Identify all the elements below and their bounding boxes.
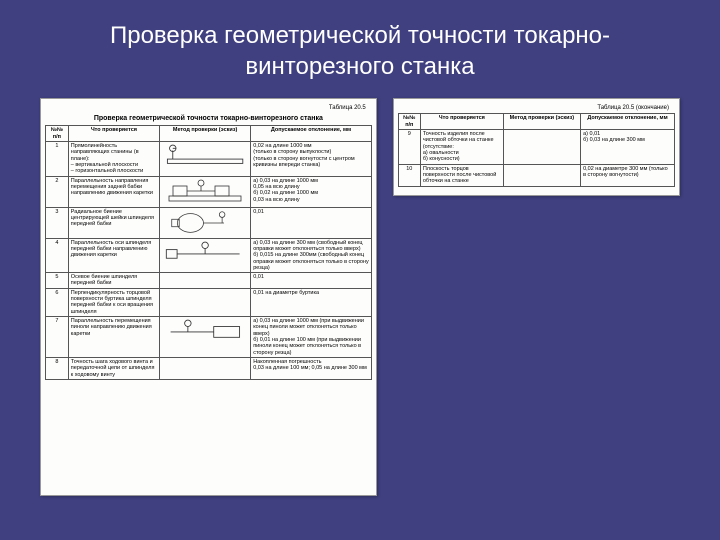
- cell-n: 5: [46, 273, 69, 289]
- cell-tolerance: 0,01: [251, 207, 372, 238]
- table-header-row: №№ п/п Что проверяется Метод проверки (э…: [46, 126, 372, 142]
- cell-n: 8: [46, 357, 69, 379]
- rail-diagram-icon: [162, 143, 248, 171]
- cell-tolerance: 0,01: [251, 273, 372, 289]
- table-row: 7Параллельность перемещения пиноли напра…: [46, 317, 372, 358]
- cell-check: Точность шага ходового винта и передаточ…: [68, 357, 159, 379]
- right-table: №№ п/п Что проверяется Метод проверки (э…: [398, 113, 675, 186]
- header-n: №№ п/п: [398, 114, 420, 130]
- right-caption: Таблица 20.5 (окончание): [398, 103, 675, 113]
- left-caption: Таблица 20.5: [45, 103, 372, 113]
- table-row: 5Осевое биение шпинделя передней бабки 0,…: [46, 273, 372, 289]
- left-table-title: Проверка геометрической точности токарно…: [45, 113, 372, 125]
- cell-check: Радиальное биение центрирующей шейки шпи…: [68, 207, 159, 238]
- table-row: 4Параллельность оси шпинделя передней ба…: [46, 238, 372, 273]
- cell-n: 4: [46, 238, 69, 273]
- cell-method: [160, 176, 251, 207]
- header-tol: Допускаемое отклонение, мм: [581, 114, 675, 130]
- cell-n: 3: [46, 207, 69, 238]
- cell-tolerance: Накопленная погрешность 0,03 на длине 10…: [251, 357, 372, 379]
- cell-check: Параллельность перемещения пиноли направ…: [68, 317, 159, 358]
- cell-check: Осевое биение шпинделя передней бабки: [68, 273, 159, 289]
- table-row: 2Параллельность направления перемещения …: [46, 176, 372, 207]
- cell-check: Перпендикулярность торцовой поверхности …: [68, 288, 159, 316]
- cell-tolerance: 0,02 на диаметре 300 мм (только в сторон…: [581, 164, 675, 186]
- cell-method: [160, 317, 251, 358]
- cell-tolerance: 0,02 на длине 1000 мм (только в сторону …: [251, 142, 372, 177]
- left-page: Таблица 20.5 Проверка геометрической точ…: [40, 98, 377, 496]
- left-table: №№ п/п Что проверяется Метод проверки (э…: [45, 125, 372, 379]
- mandrel-diagram-icon: [162, 240, 248, 268]
- quill-diagram-icon: [162, 318, 248, 346]
- table-row: 8Точность шага ходового винта и передато…: [46, 357, 372, 379]
- header-chk: Что проверяется: [420, 114, 503, 130]
- table-row: 6Перпендикулярность торцовой поверхности…: [46, 288, 372, 316]
- header-met: Метод проверки (эскиз): [503, 114, 580, 130]
- table-row: 3Радиальное биение центрирующей шейки шп…: [46, 207, 372, 238]
- cell-tolerance: а) 0,03 на длине 1000 мм 0,05 на всю дли…: [251, 176, 372, 207]
- cell-method: [160, 207, 251, 238]
- cell-n: 7: [46, 317, 69, 358]
- table-header-row: №№ п/п Что проверяется Метод проверки (э…: [398, 114, 674, 130]
- content-area: Таблица 20.5 Проверка геометрической точ…: [0, 98, 720, 496]
- cell-tolerance: а) 0,03 на длине 1000 мм (при выдвижении…: [251, 317, 372, 358]
- cell-check: Точность изделия после чистовой обточки …: [420, 130, 503, 165]
- cell-tolerance: 0,01 на диаметре буртика: [251, 288, 372, 316]
- table-row: 1Прямолинейность направляющих станины (в…: [46, 142, 372, 177]
- cell-n: 10: [398, 164, 420, 186]
- header-tol: Допускаемое отклонение, мм: [251, 126, 372, 142]
- slide-title: Проверка геометрической точности токарно…: [0, 0, 720, 98]
- cell-method: [160, 357, 251, 379]
- cell-tolerance: а) 0,03 на длине 300 мм (свободный конец…: [251, 238, 372, 273]
- cell-check: Прямолинейность направляющих станины (в …: [68, 142, 159, 177]
- cell-method: [160, 273, 251, 289]
- cell-check: Параллельность направления перемещения з…: [68, 176, 159, 207]
- right-page: Таблица 20.5 (окончание) №№ п/п Что пров…: [393, 98, 680, 196]
- cell-method: [160, 288, 251, 316]
- cell-check: Параллельность оси шпинделя передней баб…: [68, 238, 159, 273]
- cell-method: [503, 130, 580, 165]
- tailstock-diagram-icon: [162, 178, 248, 206]
- header-chk: Что проверяется: [68, 126, 159, 142]
- cell-n: 9: [398, 130, 420, 165]
- header-n: №№ п/п: [46, 126, 69, 142]
- cell-tolerance: а) 0,01 б) 0,03 на длине 300 мм: [581, 130, 675, 165]
- cell-check: Плоскость торцов поверхности после чисто…: [420, 164, 503, 186]
- cell-method: [160, 238, 251, 273]
- spindle-diagram-icon: [162, 209, 248, 237]
- cell-n: 2: [46, 176, 69, 207]
- cell-method: [160, 142, 251, 177]
- cell-n: 6: [46, 288, 69, 316]
- cell-method: [503, 164, 580, 186]
- table-row: 10Плоскость торцов поверхности после чис…: [398, 164, 674, 186]
- header-met: Метод проверки (эскиз): [160, 126, 251, 142]
- cell-n: 1: [46, 142, 69, 177]
- table-row: 9Точность изделия после чистовой обточки…: [398, 130, 674, 165]
